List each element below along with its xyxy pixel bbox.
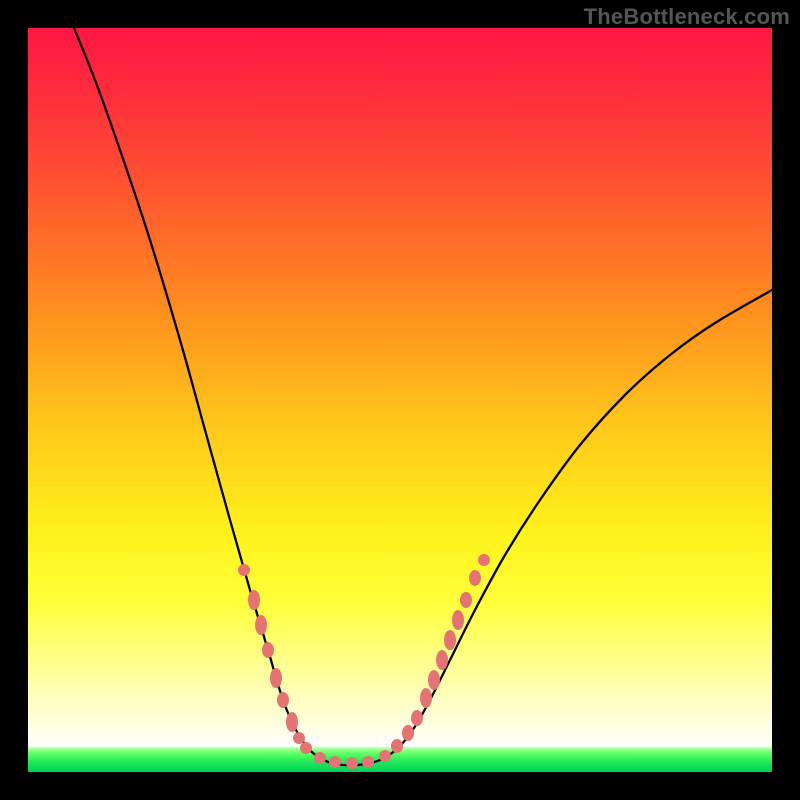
curve-marker bbox=[391, 739, 403, 753]
curve-marker bbox=[286, 712, 298, 732]
curve-marker bbox=[270, 668, 282, 688]
curve-marker bbox=[238, 564, 250, 576]
gradient-plot-area bbox=[28, 28, 772, 746]
curve-marker bbox=[255, 615, 267, 635]
chart-container: TheBottleneck.com bbox=[0, 0, 800, 800]
curve-marker bbox=[329, 756, 341, 768]
watermark-text: TheBottleneck.com bbox=[584, 4, 790, 30]
curve-marker bbox=[293, 732, 305, 744]
curve-marker bbox=[379, 750, 391, 762]
curve-marker bbox=[478, 554, 490, 566]
curve-marker bbox=[428, 670, 440, 690]
curve-marker bbox=[420, 688, 432, 708]
curve-marker bbox=[402, 725, 414, 741]
curve-marker bbox=[452, 610, 464, 630]
curve-marker bbox=[277, 692, 289, 708]
curve-marker bbox=[469, 570, 481, 586]
curve-marker bbox=[262, 642, 274, 658]
curve-marker bbox=[411, 710, 423, 726]
bottleneck-curve-chart bbox=[0, 0, 800, 800]
curve-marker bbox=[460, 592, 472, 608]
curve-marker bbox=[444, 630, 456, 650]
curve-marker bbox=[346, 757, 358, 769]
curve-marker bbox=[314, 752, 326, 764]
curve-marker bbox=[436, 650, 448, 670]
curve-marker bbox=[362, 756, 374, 768]
curve-marker bbox=[248, 590, 260, 610]
curve-marker bbox=[300, 742, 312, 754]
